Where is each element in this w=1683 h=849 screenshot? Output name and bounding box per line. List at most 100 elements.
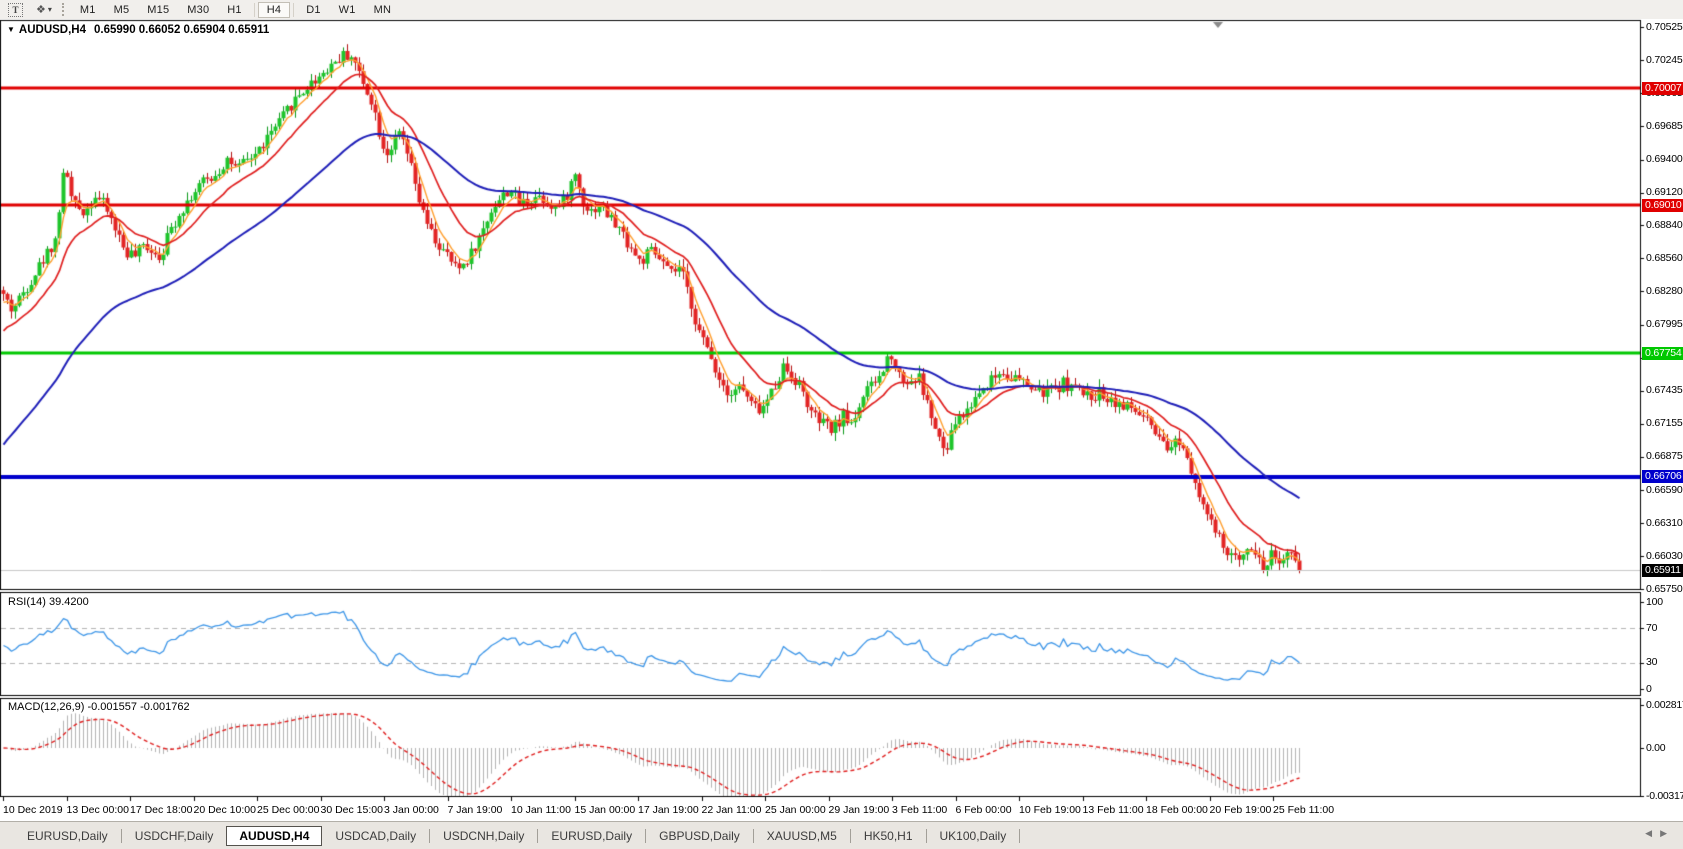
chart-tab-audusd-h4[interactable]: AUDUSD,H4 — [226, 826, 323, 846]
current-price-label: 0.65911 — [1642, 563, 1683, 577]
macd-indicator-label: MACD(12,26,9) -0.001557 -0.001762 — [8, 701, 190, 713]
price-tick-label: 0.66310 — [1646, 516, 1683, 529]
price-tick-label: 0.70245 — [1646, 53, 1683, 66]
tab-separator — [1019, 829, 1021, 843]
timeframe-button-w1[interactable]: W1 — [338, 3, 356, 16]
chart-tabs: EURUSD,Daily USDCHF,Daily AUDUSD,H4 USDCAD,… — [0, 826, 1021, 846]
time-axis-label: 25 Dec 00:00 — [257, 804, 320, 816]
price-tick-label: 0.66875 — [1646, 450, 1683, 463]
timeframe-button-h1[interactable]: H1 — [227, 3, 242, 16]
chart-tab-gbpusd-daily[interactable]: GBPUSD,Daily — [659, 829, 740, 843]
toolbar: T ❖ ▾ M1 M5 M15 M30 H1 H4 D1 W1 MN — [0, 0, 1683, 20]
tab-separator — [120, 829, 122, 843]
collapse-triangle-icon[interactable]: ▼ — [7, 25, 15, 34]
macd-tick-label: -0.003179 — [1646, 789, 1683, 802]
chart-tab-xauusd-m5[interactable]: XAUUSD,M5 — [766, 829, 837, 843]
chart-area: ▼ AUDUSD,H4 0.65990 0.66052 0.65904 0.6591… — [0, 19, 1683, 821]
chart-tab-bar: EURUSD,Daily USDCHF,Daily AUDUSD,H4 USDCAD,… — [0, 821, 1683, 849]
rsi-tick-label: 100 — [1646, 595, 1663, 608]
timeframe-button-m15[interactable]: M15 — [147, 3, 170, 16]
time-axis-label: 20 Feb 19:00 — [1209, 804, 1272, 816]
rsi-tick-label: 30 — [1646, 656, 1658, 669]
price-tick-label: 0.66590 — [1646, 483, 1683, 496]
tab-separator — [429, 829, 431, 843]
chart-title: ▼ AUDUSD,H4 0.65990 0.66052 0.65904 0.6591… — [7, 24, 269, 36]
chart-ohlc-values: 0.65990 0.66052 0.65904 0.65911 — [94, 24, 270, 36]
tab-separator — [537, 829, 539, 843]
time-axis-label: 18 Feb 00:00 — [1146, 804, 1208, 816]
time-axis-label: 7 Jan 19:00 — [447, 804, 503, 816]
toolbar-grip — [61, 3, 64, 16]
time-axis-label: 15 Jan 00:00 — [574, 804, 636, 816]
price-tick-label: 0.70525 — [1646, 20, 1683, 33]
toolbar-separator — [253, 2, 255, 17]
time-axis-label: 10 Dec 2019 — [3, 804, 63, 816]
price-chart-canvas[interactable] — [0, 19, 1683, 821]
text-tool-button[interactable]: T — [3, 2, 28, 18]
toolbar-separator — [293, 2, 295, 17]
tab-scroll-right-icon[interactable]: ▶ — [1660, 828, 1675, 838]
price-tick-label: 0.65750 — [1646, 582, 1683, 595]
time-axis-label: 13 Feb 11:00 — [1082, 804, 1144, 816]
rsi-indicator-label: RSI(14) 39.4200 — [8, 596, 89, 608]
level-price-label: 0.67754 — [1642, 346, 1683, 360]
chart-tab-usdcad-daily[interactable]: USDCAD,Daily — [335, 829, 417, 843]
tab-scroll-arrows: ◀▶ — [1645, 828, 1675, 839]
chart-tab-eurusd-daily[interactable]: EURUSD,Daily — [551, 829, 633, 843]
timeframe-button-m1[interactable]: M1 — [79, 3, 96, 16]
chart-tab-usdcnh-daily[interactable]: USDCNH,Daily — [443, 829, 525, 843]
macd-tick-label: 0.00 — [1646, 741, 1666, 754]
chart-tab-uk100-daily[interactable]: UK100,Daily — [939, 829, 1007, 843]
chart-tab-usdchf-daily[interactable]: USDCHF,Daily — [134, 829, 214, 843]
timeframe-button-m5[interactable]: M5 — [113, 3, 130, 16]
macd-tick-label: 0.002817 — [1646, 698, 1683, 711]
time-axis-label: 3 Feb 11:00 — [892, 804, 948, 816]
text-tool-icon: T — [8, 2, 23, 17]
styles-button[interactable]: ❖ ▾ — [31, 2, 57, 17]
price-tick-label: 0.67155 — [1646, 417, 1683, 430]
timeframe-button-m30[interactable]: M30 — [187, 3, 210, 16]
time-axis-label: 13 Dec 00:00 — [66, 804, 129, 816]
price-tick-label: 0.68280 — [1646, 284, 1683, 297]
price-tick-label: 0.68560 — [1646, 251, 1683, 264]
time-axis-label: 25 Feb 11:00 — [1273, 804, 1335, 816]
time-axis-label: 6 Feb 00:00 — [955, 804, 1012, 816]
price-tick-label: 0.68840 — [1646, 218, 1683, 231]
time-axis-label: 30 Dec 15:00 — [320, 804, 383, 816]
tab-separator — [752, 829, 754, 843]
chart-tab-hk50-h1[interactable]: HK50,H1 — [863, 829, 913, 843]
time-axis-label: 17 Jan 19:00 — [638, 804, 699, 816]
chart-symbol-label: AUDUSD,H4 — [18, 24, 87, 36]
chevron-down-icon: ▾ — [47, 5, 52, 14]
price-tick-label: 0.69400 — [1646, 153, 1683, 166]
tab-separator — [925, 829, 927, 843]
timeframe-button-mn[interactable]: MN — [373, 3, 392, 16]
price-tick-label: 0.69685 — [1646, 119, 1683, 132]
level-price-label: 0.69010 — [1642, 198, 1683, 212]
tab-separator — [645, 829, 647, 843]
level-price-label: 0.66706 — [1642, 470, 1683, 484]
tab-separator — [849, 829, 851, 843]
timeframe-button-d1[interactable]: D1 — [306, 3, 321, 16]
styles-icon: ❖ — [36, 4, 46, 16]
chart-tab-eurusd-daily[interactable]: EURUSD,Daily — [27, 829, 108, 843]
rsi-tick-label: 70 — [1646, 621, 1658, 634]
time-axis-label: 10 Feb 19:00 — [1019, 804, 1081, 816]
price-tick-label: 0.66030 — [1646, 549, 1683, 562]
time-axis-label: 22 Jan 11:00 — [701, 804, 762, 816]
price-tick-label: 0.67995 — [1646, 318, 1683, 331]
time-axis-label: 20 Dec 10:00 — [193, 804, 256, 816]
timeframe-button-h4[interactable]: H4 — [257, 1, 291, 18]
time-axis-label: 29 Jan 19:00 — [828, 804, 890, 816]
timeframe-buttons: M1 M5 M15 M30 H1 H4 D1 W1 MN — [71, 0, 400, 19]
price-tick-label: 0.69120 — [1646, 186, 1683, 199]
price-tick-label: 0.67435 — [1646, 384, 1683, 397]
rsi-tick-label: 0 — [1646, 682, 1652, 695]
time-axis-label: 17 Dec 18:00 — [130, 804, 193, 816]
time-axis-label: 10 Jan 11:00 — [511, 804, 571, 816]
time-axis-label: 3 Jan 00:00 — [384, 804, 439, 816]
tab-scroll-left-icon[interactable]: ◀ — [1645, 828, 1661, 838]
time-axis-label: 25 Jan 00:00 — [765, 804, 826, 816]
level-price-label: 0.70007 — [1642, 81, 1683, 95]
